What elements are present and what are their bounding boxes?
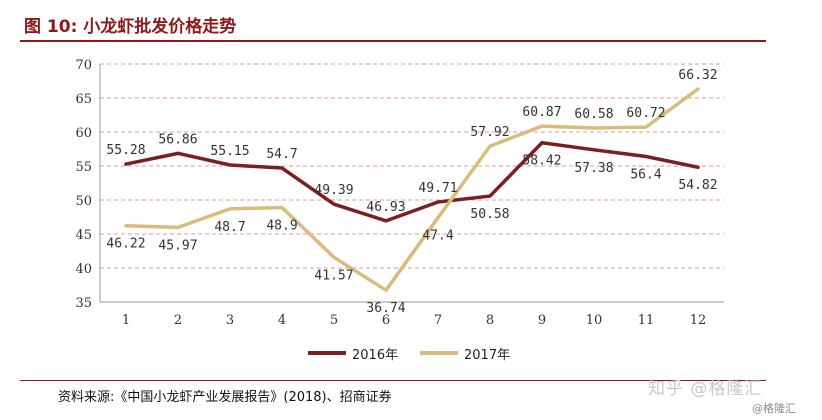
data-label: 45.97 — [158, 238, 197, 253]
data-label: 55.28 — [106, 143, 145, 158]
data-point — [384, 288, 388, 292]
x-tick-label: 12 — [690, 313, 707, 328]
legend-swatch-2016 — [308, 351, 346, 355]
y-tick-label: 60 — [75, 126, 92, 141]
x-tick-label: 10 — [586, 313, 603, 328]
watermark-main: 知乎 @格隆汇 — [648, 379, 763, 399]
data-label: 57.92 — [470, 125, 509, 140]
y-tick-label: 65 — [75, 92, 92, 107]
data-label: 46.93 — [366, 200, 405, 215]
data-label: 54.82 — [678, 178, 717, 193]
data-label: 56.4 — [630, 167, 661, 182]
data-label: 60.87 — [522, 105, 561, 120]
y-tick-label: 70 — [75, 58, 92, 73]
data-label: 47.4 — [422, 229, 453, 244]
x-tick-label: 4 — [278, 313, 286, 328]
data-label: 55.15 — [210, 144, 249, 159]
x-tick-label: 5 — [330, 313, 338, 328]
data-point — [176, 225, 180, 229]
data-point — [488, 194, 492, 198]
y-tick-label: 40 — [75, 262, 92, 277]
data-point — [228, 207, 232, 211]
data-point — [644, 154, 648, 158]
data-point — [332, 202, 336, 206]
x-tick-label: 8 — [486, 313, 494, 328]
x-tick-label: 2 — [174, 313, 182, 328]
data-label: 41.57 — [314, 268, 353, 283]
x-tick-label: 11 — [638, 313, 655, 328]
data-label: 56.86 — [158, 132, 197, 147]
data-label: 46.22 — [106, 237, 145, 252]
title-divider — [20, 40, 766, 42]
x-tick-label: 7 — [434, 313, 442, 328]
data-point — [124, 224, 128, 228]
data-label: 60.58 — [574, 107, 613, 122]
x-tick-label: 6 — [382, 313, 390, 328]
data-label: 66.32 — [678, 68, 717, 83]
data-point — [644, 125, 648, 129]
data-point — [696, 87, 700, 91]
data-label: 49.71 — [418, 181, 457, 196]
chart-title: 图 10: 小龙虾批发价格走势 — [24, 17, 237, 37]
data-label: 60.72 — [626, 106, 665, 121]
data-label: 36.74 — [366, 301, 405, 316]
data-point — [592, 148, 596, 152]
data-point — [436, 200, 440, 204]
data-label: 54.7 — [266, 147, 297, 162]
data-point — [436, 216, 440, 220]
series-line-2016年 — [124, 140, 700, 223]
y-tick-label: 50 — [75, 194, 92, 209]
data-point — [280, 205, 284, 209]
data-label: 50.58 — [470, 207, 509, 222]
data-point — [124, 162, 128, 166]
data-point — [696, 165, 700, 169]
data-point — [332, 255, 336, 259]
legend-swatch-2017 — [420, 351, 458, 355]
data-point — [228, 163, 232, 167]
data-label: 48.7 — [214, 220, 245, 235]
data-point — [488, 144, 492, 148]
watermark-small: @格隆汇 — [752, 402, 796, 415]
data-point — [540, 124, 544, 128]
data-label: 57.38 — [574, 161, 613, 176]
data-point — [384, 219, 388, 223]
x-tick-label: 3 — [226, 313, 234, 328]
data-point — [176, 151, 180, 155]
data-point — [592, 126, 596, 130]
y-tick-label: 45 — [75, 228, 92, 243]
data-point — [280, 166, 284, 170]
legend-label-2017: 2017年 — [464, 348, 511, 363]
data-label: 49.39 — [314, 183, 353, 198]
legend-label-2016: 2016年 — [352, 348, 399, 363]
source-divider — [20, 380, 766, 381]
data-label: 58.42 — [522, 154, 561, 169]
y-tick-label: 55 — [75, 160, 92, 175]
x-tick-label: 9 — [538, 313, 546, 328]
data-point — [540, 141, 544, 145]
series-line-2017年 — [124, 87, 700, 292]
source-note: 资料来源:《中国小龙虾产业发展报告》(2018)、招商证券 — [58, 390, 392, 405]
y-tick-label: 35 — [75, 296, 92, 311]
chart-legend: 2016年 2017年 — [0, 342, 822, 363]
data-label: 48.9 — [266, 218, 297, 233]
x-tick-label: 1 — [122, 313, 130, 328]
